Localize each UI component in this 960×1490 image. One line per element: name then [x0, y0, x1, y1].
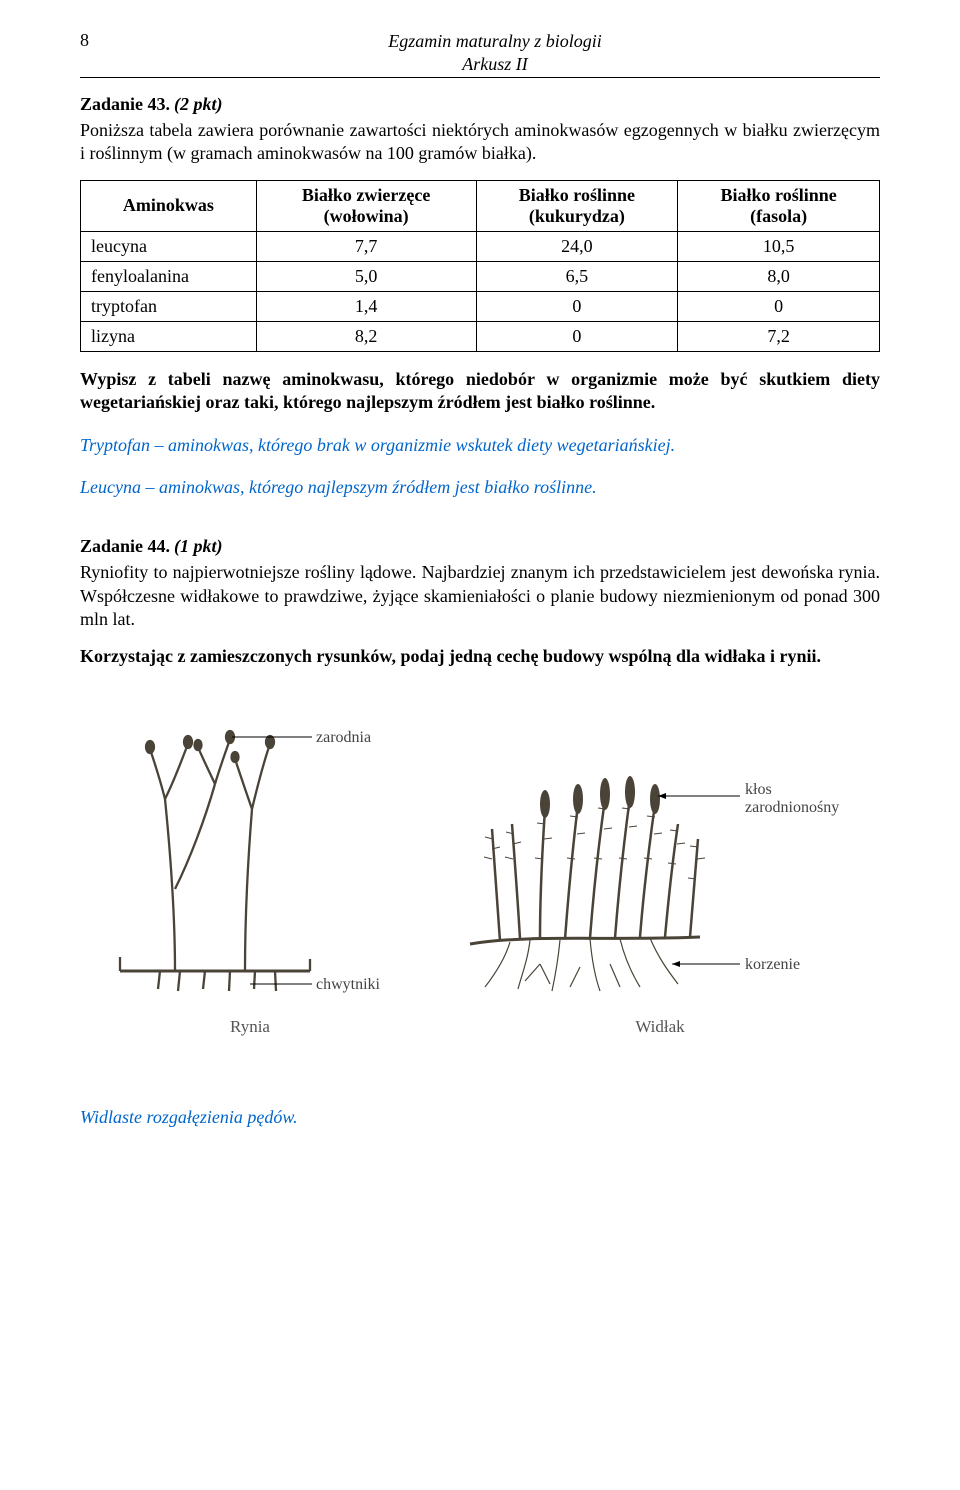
rynia-label-chwytniki: chwytniki	[316, 976, 380, 994]
task43-points: (2 pkt)	[174, 94, 223, 114]
cell: 10,5	[678, 231, 880, 261]
widlak-caption: Widłak	[635, 1017, 684, 1037]
amino-table: Aminokwas Białko zwierzęce (wołowina) Bi…	[80, 180, 880, 352]
col0-l1: Aminokwas	[123, 195, 214, 215]
task-44: Zadanie 44. (1 pkt) Ryniofity to najpier…	[80, 536, 880, 1128]
task44-title: Zadanie 44.	[80, 536, 170, 556]
task-43: Zadanie 43. (2 pkt) Poniższa tabela zawi…	[80, 94, 880, 502]
rynia-label-zarodnia: zarodnia	[316, 729, 371, 747]
task43-instruction: Wypisz z tabeli nazwę aminokwasu, któreg…	[80, 368, 880, 415]
widlak-label-korzenie: korzenie	[745, 956, 800, 974]
cell: 1,4	[256, 291, 476, 321]
task43-answer2: Leucyna – aminokwas, którego najlepszym …	[80, 473, 880, 502]
table-row: fenyloalanina 5,0 6,5 8,0	[81, 261, 880, 291]
col-wolowina: Białko zwierzęce (wołowina)	[256, 180, 476, 231]
col3-l2: (fasola)	[750, 206, 807, 226]
header-title: Egzamin maturalny z biologii Arkusz II	[110, 30, 880, 75]
cell: 8,2	[256, 321, 476, 351]
table-row: tryptofan 1,4 0 0	[81, 291, 880, 321]
cell: 24,0	[476, 231, 678, 261]
col-aminokwas: Aminokwas	[81, 180, 257, 231]
cell: 7,7	[256, 231, 476, 261]
cell: 0	[476, 321, 678, 351]
widlak-label-klos: kłoszarodnionośny	[745, 781, 839, 817]
cell: lizyna	[81, 321, 257, 351]
header-title-line1: Egzamin maturalny z biologii	[388, 31, 602, 51]
rynia-caption: Rynia	[230, 1017, 270, 1037]
cell: fenyloalanina	[81, 261, 257, 291]
task44-intro: Ryniofity to najpierwotniejsze rośliny l…	[80, 561, 880, 631]
figure-rynia: zarodnia chwytniki Rynia	[80, 709, 420, 1037]
cell: 0	[678, 291, 880, 321]
cell: 6,5	[476, 261, 678, 291]
col2-l1: Białko roślinne	[519, 185, 635, 205]
rynia-drawing	[80, 709, 420, 999]
cell: 7,2	[678, 321, 880, 351]
table-row: leucyna 7,7 24,0 10,5	[81, 231, 880, 261]
task44-points: (1 pkt)	[174, 536, 223, 556]
col1-l1: Białko zwierzęce	[302, 185, 430, 205]
col1-l2: (wołowina)	[324, 206, 409, 226]
table-row: lizyna 8,2 0 7,2	[81, 321, 880, 351]
cell: 8,0	[678, 261, 880, 291]
figure-widlak: kłoszarodnionośny korzenie Widłak	[440, 709, 880, 1037]
col2-l2: (kukurydza)	[529, 206, 625, 226]
widlak-drawing	[440, 709, 880, 999]
task43-title: Zadanie 43.	[80, 94, 170, 114]
cell: leucyna	[81, 231, 257, 261]
page-header: 8 Egzamin maturalny z biologii Arkusz II	[80, 30, 880, 78]
header-title-line2: Arkusz II	[462, 54, 528, 74]
col-fasola: Białko roślinne (fasola)	[678, 180, 880, 231]
task43-intro: Poniższa tabela zawiera porównanie zawar…	[80, 119, 880, 166]
page-number: 8	[80, 30, 110, 51]
cell: 0	[476, 291, 678, 321]
task44-answer: Widlaste rozgałęzienia pędów.	[80, 1107, 880, 1128]
col-kukurydza: Białko roślinne (kukurydza)	[476, 180, 678, 231]
widlak-label-klos-text: kłoszarodnionośny	[745, 781, 839, 816]
col3-l1: Białko roślinne	[721, 185, 837, 205]
task43-answer1: Tryptofan – aminokwas, którego brak w or…	[80, 431, 880, 460]
task44-instruction: Korzystając z zamieszczonych rysunków, p…	[80, 645, 880, 668]
cell: tryptofan	[81, 291, 257, 321]
cell: 5,0	[256, 261, 476, 291]
